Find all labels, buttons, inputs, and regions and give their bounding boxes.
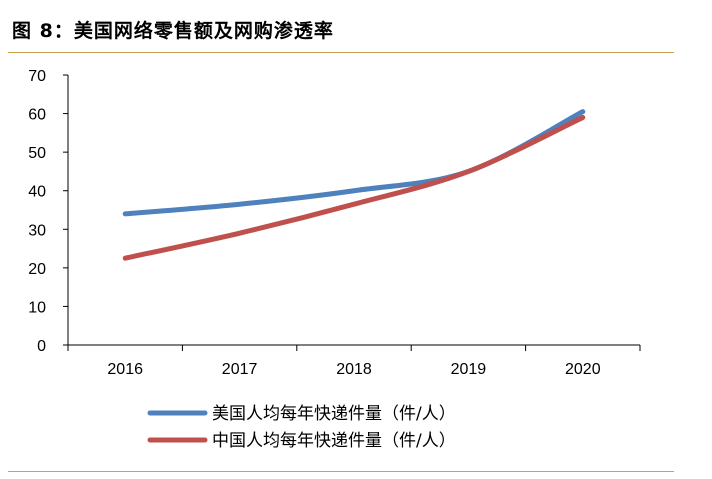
y-tick-label: 50 (28, 145, 46, 162)
legend-label-2: 中国人均每年快递件量（件/人） (212, 431, 456, 451)
y-tick-label: 10 (28, 299, 46, 316)
legend-label-1: 美国人均每年快递件量（件/人） (212, 404, 456, 424)
x-tick-label: 2018 (336, 361, 372, 378)
y-tick-label: 0 (37, 338, 46, 355)
series-line-1 (122, 109, 586, 217)
x-tick-label: 2020 (565, 361, 601, 378)
y-tick-label: 60 (28, 107, 46, 124)
figure-title: 图 8：美国网络零售额及网购渗透率 (12, 20, 334, 42)
chart-axes: 0 10 20 30 40 50 60 70 2016 2017 2018 2019 2020 (28, 68, 641, 378)
bottom-divider (8, 471, 674, 472)
title-divider (8, 52, 674, 53)
y-tick-label: 70 (28, 68, 46, 85)
chart-legend: 美国人均每年快递件量（件/人） 中国人均每年快递件量（件/人） (147, 404, 456, 451)
y-tick-label: 30 (28, 222, 46, 239)
x-tick-label: 2017 (222, 361, 258, 378)
chart-series (122, 109, 586, 261)
x-tick-label: 2016 (107, 361, 143, 378)
y-tick-label: 20 (28, 261, 46, 278)
x-tick-label: 2019 (451, 361, 487, 378)
y-tick-label: 40 (28, 184, 46, 201)
series-line-2 (122, 114, 586, 261)
